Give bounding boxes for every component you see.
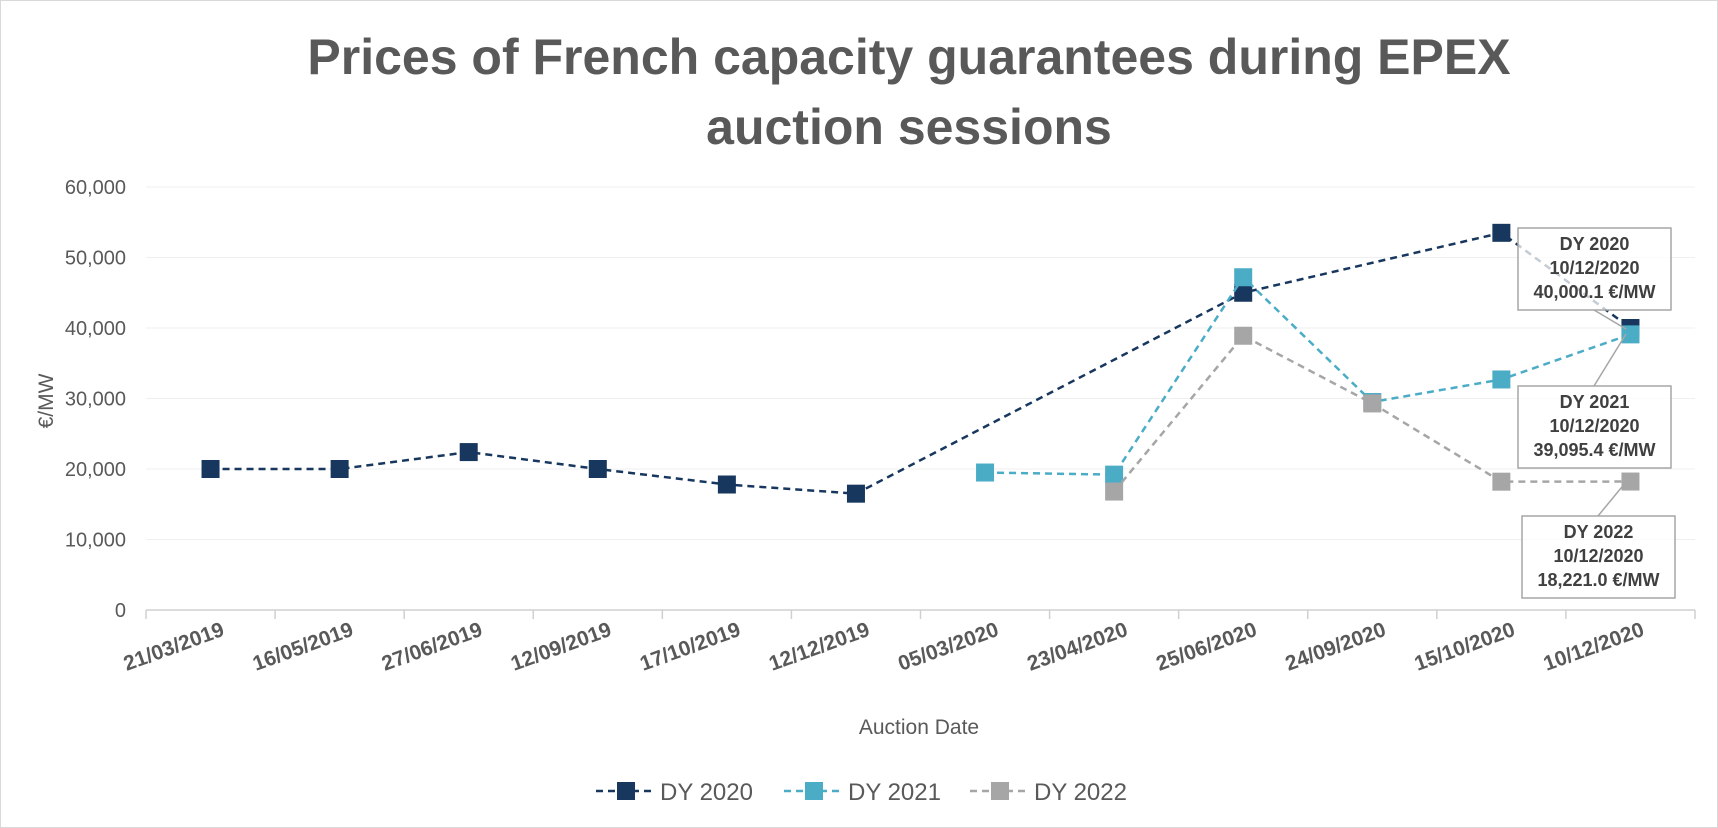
y-tick-label: 20,000 <box>65 459 126 481</box>
legend-item-dy-2020[interactable]: DY 2020 <box>596 779 753 806</box>
x-tick-label: 21/03/2019 <box>121 618 228 676</box>
y-tick-label: 60,000 <box>65 177 126 199</box>
data-point-dy-2020 <box>201 460 220 478</box>
x-axis-label: Auction Date <box>859 716 979 739</box>
data-point-dy-2022 <box>1234 326 1253 345</box>
x-axis-ticks: 21/03/2019 16/05/2019 27/06/2019 12/09/2019… <box>121 618 1648 676</box>
data-point-dy-2021 <box>1234 268 1253 287</box>
x-tick-label: 27/06/2019 <box>379 618 486 676</box>
data-point-dy-2021 <box>1621 325 1640 344</box>
series-group <box>201 223 1640 503</box>
callout-dy-2020: DY 2020 10/12/2020 40,000.1 €/MW <box>1517 227 1672 330</box>
data-point-dy-2021 <box>1492 370 1511 389</box>
callout-box <box>1521 515 1676 599</box>
series-line-dy-2020 <box>210 231 1632 495</box>
callout-text: 40,000.1 €/MW <box>1533 282 1655 302</box>
legend-label: DY 2020 <box>660 779 753 806</box>
legend-marker-swatch <box>805 782 823 800</box>
data-point-dy-2022 <box>1492 472 1511 491</box>
callout-dy-2022: DY 2022 10/12/2020 18,221.0 €/MW <box>1521 481 1676 599</box>
callout-leader-line <box>1593 309 1627 330</box>
callout-text: DY 2020 <box>1560 234 1630 254</box>
series-dy-2020 <box>201 223 1640 503</box>
data-point-dy-2021 <box>1105 465 1124 484</box>
x-tick-label: 15/10/2020 <box>1411 618 1518 676</box>
data-point-dy-2020 <box>846 484 865 503</box>
data-point-dy-2022 <box>1105 482 1124 501</box>
x-tick-label: 17/10/2019 <box>637 618 744 676</box>
x-axis <box>145 609 1696 619</box>
data-point-dy-2021 <box>976 463 995 482</box>
legend-item-dy-2022[interactable]: DY 2022 <box>970 779 1127 806</box>
callout-box <box>1517 227 1672 311</box>
callout-text: 18,221.0 €/MW <box>1537 570 1659 590</box>
data-point-dy-2022 <box>1363 394 1382 413</box>
callout-text: 10/12/2020 <box>1549 258 1639 278</box>
legend-label: DY 2021 <box>848 779 941 806</box>
callout-text: 39,095.4 €/MW <box>1533 440 1655 460</box>
series-line-dy-2021 <box>985 275 1631 476</box>
x-tick-label: 24/09/2020 <box>1282 618 1389 676</box>
x-tick-label: 12/09/2019 <box>508 618 615 676</box>
y-tick-label: 0 <box>115 600 126 622</box>
y-tick-label: 50,000 <box>65 248 126 270</box>
callout-dy-2021: DY 2021 10/12/2020 39,095.4 €/MW <box>1517 333 1672 469</box>
x-tick-label: 25/06/2020 <box>1153 618 1260 676</box>
data-point-dy-2020 <box>1234 283 1253 302</box>
legend-marker-swatch <box>991 782 1009 800</box>
x-tick-label: 05/03/2020 <box>895 618 1002 676</box>
data-point-dy-2020 <box>459 443 478 462</box>
data-point-dy-2020 <box>1492 223 1511 242</box>
data-callouts: DY 2020 10/12/2020 40,000.1 €/MW DY 2021 10/… <box>1517 227 1676 599</box>
data-point-dy-2020 <box>717 475 736 494</box>
y-tick-label: 40,000 <box>65 318 126 340</box>
gridlines <box>146 186 1695 540</box>
series-dy-2022 <box>1105 326 1640 501</box>
x-tick-label: 10/12/2020 <box>1541 618 1648 676</box>
y-tick-label: 30,000 <box>65 389 126 411</box>
x-tick-label: 16/05/2019 <box>250 618 357 676</box>
callout-text: 10/12/2020 <box>1553 546 1643 566</box>
legend-label: DY 2022 <box>1034 779 1127 806</box>
data-point-dy-2022 <box>1621 472 1640 491</box>
data-point-dy-2020 <box>330 460 349 478</box>
x-tick-label: 12/12/2019 <box>766 618 873 676</box>
callout-text: 10/12/2020 <box>1549 416 1639 436</box>
callout-text: DY 2021 <box>1560 392 1630 412</box>
data-point-dy-2020 <box>588 460 607 478</box>
legend[interactable]: DY 2020 DY 2021 DY 2022 <box>596 779 1127 806</box>
legend-item-dy-2021[interactable]: DY 2021 <box>784 779 941 806</box>
y-axis-ticks: 0 10,000 20,000 30,000 40,000 50,000 60,000 <box>65 177 126 622</box>
callout-box <box>1517 385 1672 469</box>
chart-title-line-1: Prices of French capacity guarantees dur… <box>307 29 1510 85</box>
x-tick-label: 23/04/2020 <box>1024 618 1131 676</box>
callout-leader-line <box>1597 481 1627 517</box>
callout-text: DY 2022 <box>1564 522 1634 542</box>
chart-title: Prices of French capacity guarantees dur… <box>307 29 1510 155</box>
callout-leader-line <box>1593 333 1627 387</box>
chart-title-line-2: auction sessions <box>706 99 1112 155</box>
y-axis-label: €/MW <box>35 373 58 428</box>
y-tick-label: 10,000 <box>65 530 126 552</box>
legend-marker-swatch <box>617 782 635 800</box>
